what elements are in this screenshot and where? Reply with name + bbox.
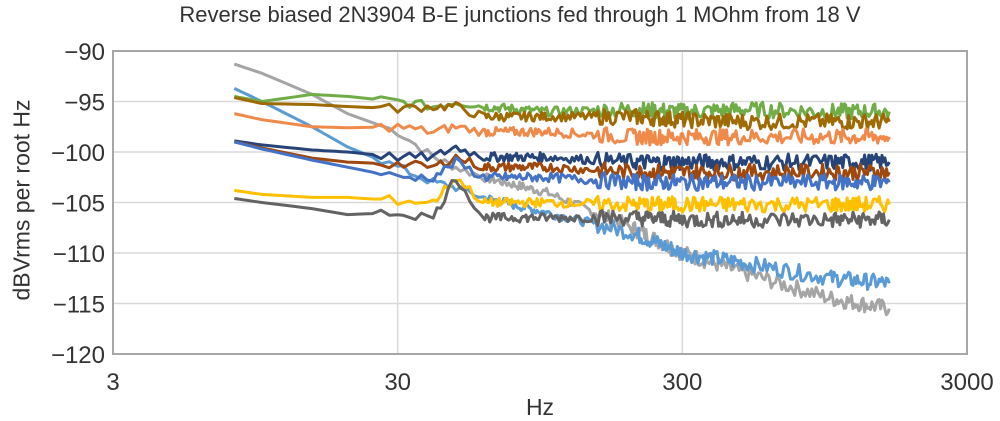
x-axis-label: Hz [525, 394, 555, 420]
series-light-gray [233, 62, 891, 317]
series-navy [234, 139, 891, 172]
y-tick-label: −100 [51, 140, 105, 167]
series-gold [234, 178, 891, 214]
y-tick-label: −105 [51, 191, 105, 218]
y-tick-label: −90 [64, 39, 105, 66]
series-dark-gray [234, 179, 891, 229]
series-olive [233, 96, 891, 132]
y-tick-label: −120 [51, 342, 105, 369]
y-tick-label: −110 [53, 241, 105, 268]
y-axis-ticks: −90 −95 −100 −105 −110 −115 −120 [51, 39, 105, 369]
plot-frame [112, 50, 968, 355]
series-orange [233, 112, 891, 147]
y-tick-label: −115 [53, 292, 105, 319]
x-tick-label: 300 [662, 369, 702, 396]
x-tick-label: 3 [106, 369, 119, 396]
x-tick-label: 30 [384, 369, 411, 396]
x-axis-ticks: 3 30 300 3000 [106, 369, 993, 396]
data-series [233, 62, 891, 317]
y-tick-label: −95 [64, 90, 105, 117]
chart-title: Reverse biased 2N3904 B-E junctions fed … [179, 2, 861, 27]
series-medium-blue [233, 140, 891, 192]
x-tick-label: 3000 [940, 369, 993, 396]
